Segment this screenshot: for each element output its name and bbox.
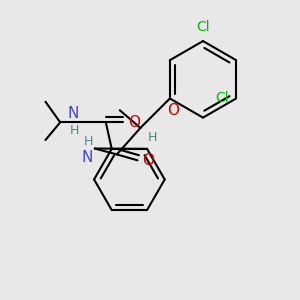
Text: N: N	[82, 150, 93, 165]
Text: O: O	[167, 103, 179, 118]
Text: H: H	[148, 131, 157, 144]
Text: O: O	[142, 153, 154, 168]
Text: Cl: Cl	[196, 20, 210, 34]
Text: Cl: Cl	[215, 92, 229, 106]
Text: H: H	[84, 135, 93, 148]
Text: O: O	[128, 115, 140, 130]
Text: H: H	[70, 124, 79, 137]
Text: N: N	[68, 106, 79, 121]
